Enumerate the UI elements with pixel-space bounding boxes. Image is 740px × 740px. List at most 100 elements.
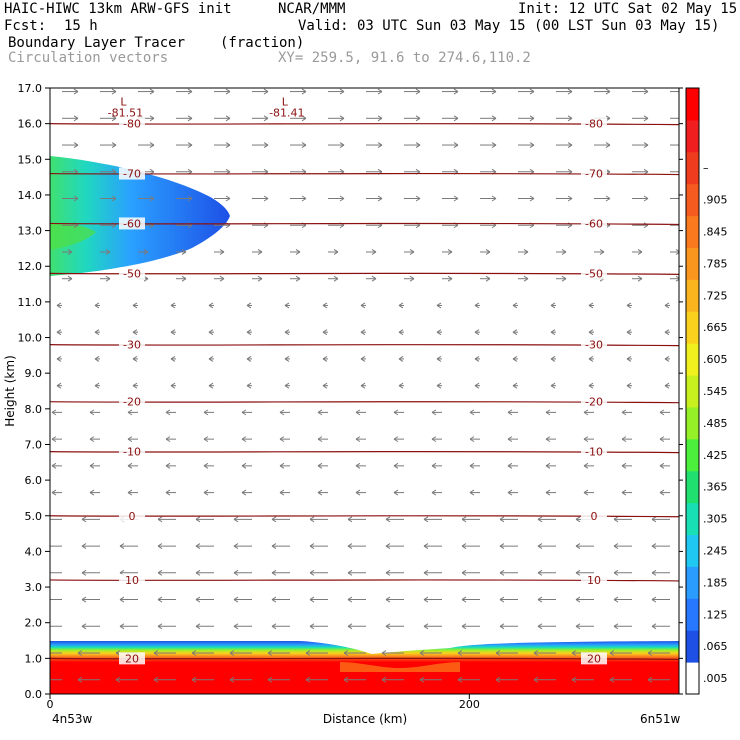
vector-head-183 <box>545 409 551 416</box>
vector-head-73 <box>233 569 239 576</box>
vector-head-351 <box>491 142 497 148</box>
vector-head-127 <box>355 489 361 496</box>
y-tick-label-6: 6.0 <box>25 474 43 487</box>
contour-label-bg-2b <box>581 217 607 230</box>
vector-head-223 <box>132 329 138 336</box>
vector-head-147 <box>469 462 475 469</box>
vector-head-195 <box>360 382 366 389</box>
vector-head-103 <box>81 516 87 523</box>
vector-head-112 <box>423 516 429 523</box>
vector-head-288 <box>675 249 679 255</box>
vector-head-184 <box>583 409 589 416</box>
vector-head-199 <box>512 382 518 389</box>
vector-head-9 <box>381 676 387 683</box>
colorbar-label-14: .845 <box>703 226 728 239</box>
contour-label-bg-1a <box>119 167 145 180</box>
vector-head-317 <box>491 195 497 202</box>
vector-head-43 <box>385 623 391 630</box>
vector-head-188 <box>94 382 100 389</box>
low-marker-1: L <box>282 95 289 108</box>
vector-head-140 <box>203 462 209 469</box>
contour-label-4b: -30 <box>585 339 603 352</box>
vector-head-266 <box>485 275 491 282</box>
vector-head-250 <box>512 302 518 309</box>
vector-head-275 <box>181 249 187 255</box>
contour-label-9a: 20 <box>125 652 139 665</box>
colorbar-label-7: .425 <box>703 449 728 462</box>
y-tick-label-2: 2.0 <box>25 617 43 630</box>
vector-head-363 <box>301 115 307 122</box>
colorbar-label-4: .245 <box>703 544 728 557</box>
vector-head-264 <box>409 275 415 282</box>
valid-time: Valid: 03 UTC Sun 03 May 15 (00 LST Sun … <box>298 18 720 34</box>
vector-head-172 <box>127 409 133 416</box>
vector-head-137 <box>89 462 95 469</box>
vector-head-55 <box>195 596 201 603</box>
contour-label-1a: -70 <box>123 168 141 181</box>
vector-head-132 <box>545 489 551 496</box>
vector-head-125 <box>279 489 285 496</box>
contour-label-bg-4a <box>119 338 145 351</box>
contour-label-bg-2a <box>119 217 145 230</box>
vector-head-196 <box>398 382 404 389</box>
vector-head-96 <box>461 543 467 549</box>
vector-head-16 <box>647 676 653 683</box>
vector-head-171 <box>89 409 95 416</box>
vector-head-80 <box>499 569 505 576</box>
vector-head-27 <box>419 650 425 656</box>
y-tick-label-5: 5.0 <box>25 510 43 523</box>
vector-head-191 <box>208 382 214 389</box>
vector-head-47 <box>537 623 543 630</box>
vector-head-167 <box>583 436 589 443</box>
vector-head-240 <box>132 302 138 309</box>
vector-head-385 <box>491 88 497 95</box>
contour-label-7a: 0 <box>129 510 136 523</box>
contour-label-9b: 20 <box>587 652 601 665</box>
vector-head-57 <box>271 596 277 603</box>
vector-head-319 <box>567 195 573 202</box>
vector-head-107 <box>233 516 239 523</box>
colorbar-swatch-16 <box>686 151 699 185</box>
vector-head-222 <box>94 329 100 336</box>
vector-head-94 <box>385 543 391 549</box>
vector-head-279 <box>333 249 339 255</box>
vector-head-314 <box>377 195 383 202</box>
vector-head-339 <box>682 169 686 174</box>
contour-label-1b: -70 <box>585 168 603 181</box>
vector-head-35 <box>81 623 87 630</box>
tracer-boundary-layer-dip <box>340 662 460 672</box>
vector-head-285 <box>561 249 567 255</box>
vector-head-270 <box>637 275 643 282</box>
vector-head-18 <box>77 650 83 656</box>
vector-head-253 <box>626 302 632 309</box>
vector-head-247 <box>398 302 404 309</box>
vector-head-245 <box>322 302 328 309</box>
colorbar-swatch-14 <box>686 215 699 248</box>
vector-head-211 <box>322 355 328 362</box>
vector-head-242 <box>208 302 214 309</box>
contour-5 <box>50 401 679 404</box>
contour-label-bg-9b <box>581 652 607 665</box>
vector-head-386 <box>529 88 535 95</box>
contour-label-4a: -30 <box>123 339 141 352</box>
vector-head-146 <box>431 462 437 469</box>
vector-head-21 <box>191 650 197 656</box>
contour-label-5b: -20 <box>585 396 603 409</box>
org-label: NCAR/MMM <box>278 1 346 17</box>
vector-head-349 <box>415 142 421 148</box>
contour-label-bg-5a <box>119 395 145 408</box>
vector-head-105 <box>157 516 163 523</box>
vector-head-307 <box>111 195 117 202</box>
vector-head-256 <box>105 275 111 282</box>
vector-head-243 <box>246 302 252 309</box>
vector-head-193 <box>284 382 290 389</box>
vector-head-356 <box>682 143 686 148</box>
vector-head-345 <box>263 142 269 148</box>
vector-head-31 <box>571 650 577 656</box>
vector-head-318 <box>529 195 535 202</box>
vector-head-358 <box>111 115 117 122</box>
vector-head-156 <box>165 436 171 443</box>
vector-head-341 <box>111 142 117 148</box>
vector-head-226 <box>246 329 252 336</box>
vector-head-102 <box>44 517 48 522</box>
